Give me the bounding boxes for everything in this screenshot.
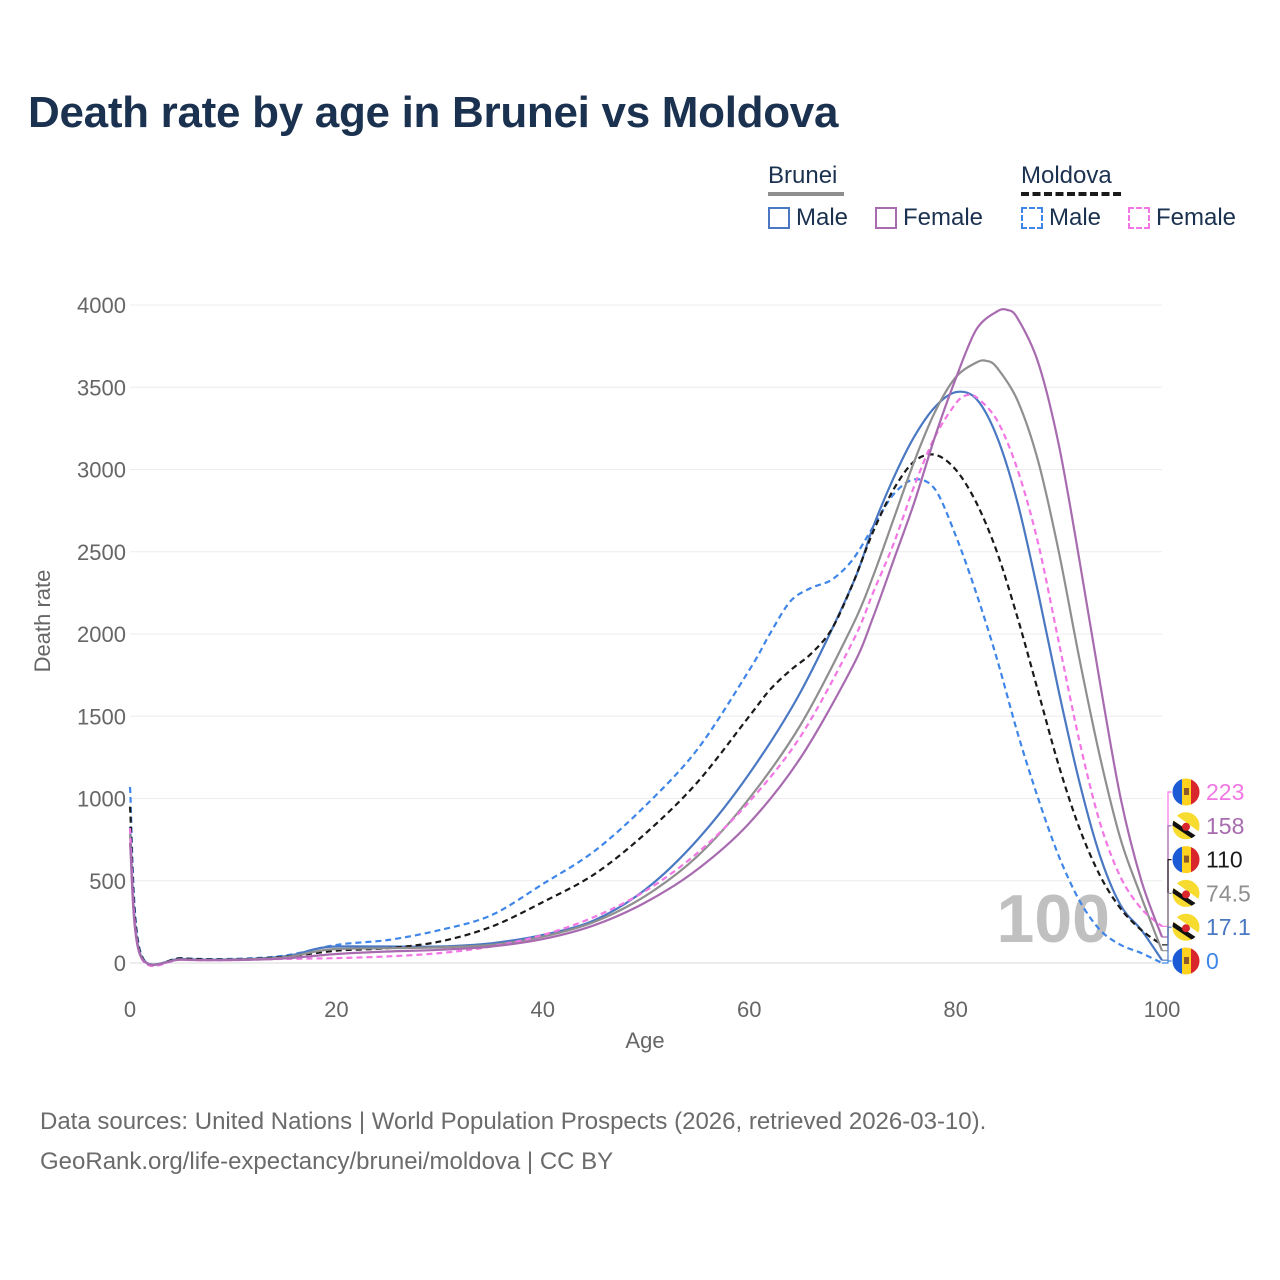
legend-item-brunei-female[interactable]: Female xyxy=(875,204,983,232)
end-label-connector xyxy=(1162,926,1172,961)
x-tick-label: 0 xyxy=(124,997,136,1022)
series-line-brunei-total xyxy=(128,359,1164,966)
legend-item-brunei-male[interactable]: Male xyxy=(768,204,848,232)
legend-country-brunei[interactable]: Brunei xyxy=(768,162,844,196)
series-line-brunei-female xyxy=(128,308,1164,967)
end-label-value: 17.1 xyxy=(1206,914,1251,940)
y-tick-label: 1500 xyxy=(77,704,126,729)
x-axis-label: Age xyxy=(625,1028,664,1053)
brunei-flag-icon xyxy=(1171,811,1201,841)
series-line-moldova-total xyxy=(128,453,1163,967)
x-tick-label: 40 xyxy=(531,997,555,1022)
legend-country-moldova[interactable]: Moldova xyxy=(1021,162,1121,196)
year-watermark: 100 xyxy=(997,881,1110,957)
x-tick-label: 20 xyxy=(324,997,348,1022)
series-line-moldova-male xyxy=(128,478,1163,967)
end-label-connector xyxy=(1162,825,1172,938)
y-tick-label: 4000 xyxy=(77,293,126,318)
y-tick-label: 3500 xyxy=(77,375,126,400)
y-axis-label: Death rate xyxy=(30,570,55,673)
end-label-value: 110 xyxy=(1206,847,1243,873)
legend-item-label: Male xyxy=(796,204,849,231)
legend-item-label: Female xyxy=(1156,204,1237,231)
end-label-connector xyxy=(1162,858,1172,946)
series xyxy=(128,308,1164,968)
chart-title: Death rate by age in Brunei vs Moldova xyxy=(28,88,839,137)
legend-item-moldova-female[interactable]: Female xyxy=(1128,204,1236,232)
axes: 0 500 1000 1500 2000 2500 3000 3500 4000 0 20 40 60 8… xyxy=(77,293,1180,1022)
moldova-flag-icon xyxy=(1171,845,1201,875)
y-tick-label: 2500 xyxy=(77,540,126,565)
end-label-connector xyxy=(1162,892,1172,952)
legend-dashed-line xyxy=(1021,192,1121,196)
end-label-value: 74.5 xyxy=(1206,880,1251,906)
moldova-flag-icon xyxy=(1171,946,1201,976)
x-tick-label: 60 xyxy=(737,997,761,1022)
moldova-flag-icon xyxy=(1171,777,1201,807)
brunei-flag-icon xyxy=(1171,912,1201,942)
legend-item-moldova-male[interactable]: Male xyxy=(1021,204,1101,232)
y-tick-label: 500 xyxy=(89,869,126,894)
legend-solid-line xyxy=(768,192,844,196)
end-labels: 223 158 110 74.5 17.1 0 xyxy=(1162,777,1251,976)
legend-item-label: Female xyxy=(903,204,984,231)
y-tick-label: 3000 xyxy=(77,458,126,483)
y-tick-label: 0 xyxy=(114,951,126,976)
y-tick-label: 2000 xyxy=(77,622,126,647)
end-label-connector xyxy=(1162,960,1172,964)
legend-swatch xyxy=(875,207,897,229)
end-label-value: 158 xyxy=(1206,813,1244,839)
legend-item-label: Male xyxy=(1049,204,1102,231)
end-label-value: 0 xyxy=(1206,948,1219,974)
series-line-brunei-male xyxy=(128,390,1163,966)
y-tick-label: 1000 xyxy=(77,787,126,812)
grid xyxy=(130,304,1162,964)
legend-swatch xyxy=(1021,207,1043,229)
footer-url[interactable]: GeoRank.org/life-expectancy/brunei/moldo… xyxy=(40,1148,614,1175)
footer-sources: Data sources: United Nations | World Pop… xyxy=(40,1108,987,1135)
legend-swatch xyxy=(768,207,790,229)
x-tick-label: 100 xyxy=(1144,997,1181,1022)
legend-swatch xyxy=(1128,207,1150,229)
x-tick-label: 80 xyxy=(943,997,967,1022)
legend-country-label: Brunei xyxy=(768,162,838,189)
brunei-flag-icon xyxy=(1171,878,1201,908)
end-label-value: 223 xyxy=(1206,779,1244,805)
legend-country-label: Moldova xyxy=(1021,162,1112,189)
series-line-moldova-female xyxy=(128,393,1163,968)
